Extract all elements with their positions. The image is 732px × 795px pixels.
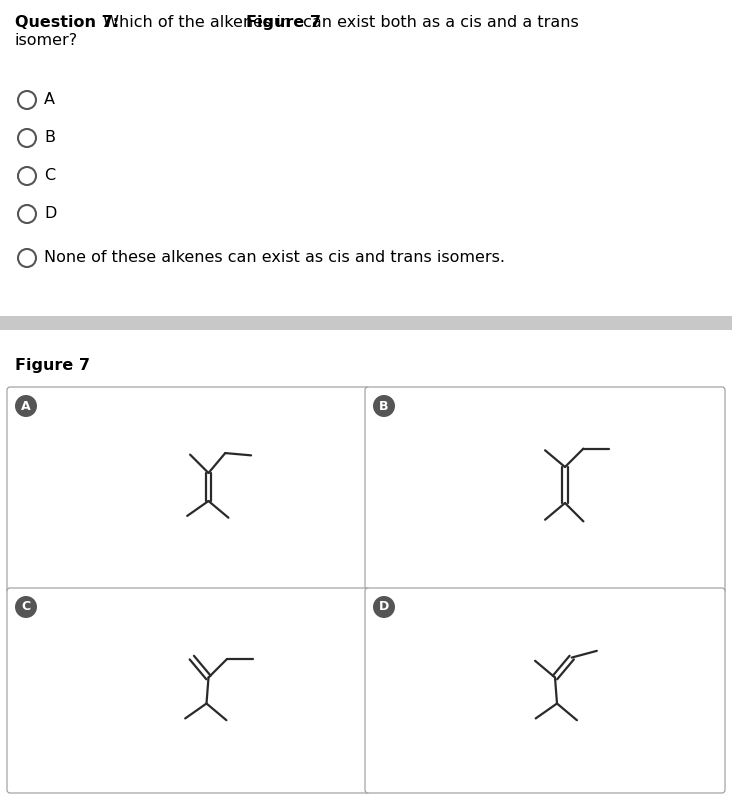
FancyBboxPatch shape (7, 588, 370, 793)
Text: Figure 7: Figure 7 (15, 358, 90, 373)
Circle shape (373, 395, 395, 417)
Text: Figure 7: Figure 7 (246, 15, 321, 30)
Text: Question 7:: Question 7: (15, 15, 119, 30)
FancyBboxPatch shape (7, 387, 370, 593)
FancyBboxPatch shape (365, 588, 725, 793)
Bar (0, 316, 732, 330)
Text: C: C (21, 600, 31, 614)
Text: A: A (44, 92, 55, 107)
Text: isomer?: isomer? (15, 33, 78, 48)
Text: B: B (44, 130, 55, 145)
Text: can exist both as a cis and a trans: can exist both as a cis and a trans (298, 15, 579, 30)
Text: None of these alkenes can exist as cis and trans isomers.: None of these alkenes can exist as cis a… (44, 250, 505, 266)
FancyBboxPatch shape (365, 387, 725, 593)
Circle shape (373, 596, 395, 618)
Text: Which of the alkenes in: Which of the alkenes in (98, 15, 296, 30)
Text: C: C (44, 169, 55, 184)
Text: A: A (21, 400, 31, 413)
Circle shape (15, 395, 37, 417)
Text: D: D (379, 600, 389, 614)
Text: B: B (379, 400, 389, 413)
Text: D: D (44, 207, 56, 222)
Circle shape (15, 596, 37, 618)
